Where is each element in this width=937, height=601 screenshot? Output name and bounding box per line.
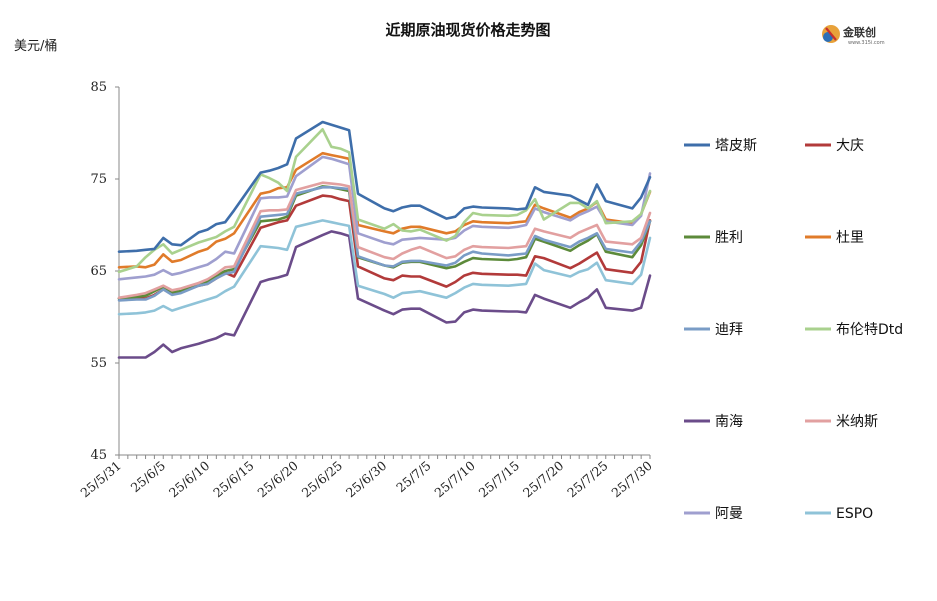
series-line-5 <box>117 186 652 302</box>
series-line-10 <box>117 219 652 316</box>
legend-item: 米纳斯 <box>805 414 878 430</box>
legend-label: 迪拜 <box>715 322 743 338</box>
legend-label: ESPO <box>836 506 873 522</box>
x-tick-label: 25/6/25 <box>299 458 346 500</box>
legend-label: 塔皮斯 <box>715 138 757 154</box>
company-logo: 金联创 www.315i.com <box>822 25 885 46</box>
legend-label: 米纳斯 <box>836 414 878 430</box>
legend-label: 阿曼 <box>715 506 743 522</box>
series-line-8 <box>117 181 652 300</box>
y-tick-label: 85 <box>90 80 107 95</box>
legend-item: 杜里 <box>805 230 864 246</box>
series-line-6 <box>117 128 652 274</box>
chart-title: 近期原油现货价格走势图 <box>385 21 550 39</box>
legend-item: 大庆 <box>805 138 864 154</box>
legend-label: 布伦特Dtd <box>836 322 903 338</box>
x-tick-label: 25/7/25 <box>564 458 611 500</box>
x-tick-label: 25/6/30 <box>343 458 390 500</box>
x-tick-label: 25/7/10 <box>431 458 478 500</box>
x-tick-label: 25/5/31 <box>77 458 124 500</box>
legend-item: ESPO <box>805 506 873 522</box>
x-tick-label: 25/7/5 <box>393 458 433 495</box>
series-line-9 <box>117 155 652 281</box>
series-line-1 <box>117 120 652 253</box>
legend-label: 胜利 <box>715 230 743 246</box>
legend-item: 胜利 <box>684 230 743 246</box>
series-layer <box>117 120 652 359</box>
x-tick-label: 25/7/20 <box>520 458 567 500</box>
logo-name: 金联创 <box>842 25 876 39</box>
series-line-7 <box>117 230 652 359</box>
legend-item: 布伦特Dtd <box>805 322 903 338</box>
x-tick-label: 25/6/10 <box>166 458 213 500</box>
legend-label: 杜里 <box>836 230 864 246</box>
logo-url: www.315i.com <box>848 40 885 46</box>
y-tick-label: 45 <box>90 448 107 463</box>
x-tick-label: 25/7/30 <box>608 458 655 500</box>
legend-label: 大庆 <box>836 138 864 154</box>
legend-item: 南海 <box>684 414 743 430</box>
x-tick-label: 25/6/5 <box>128 458 168 495</box>
x-tick-label: 25/7/15 <box>476 458 523 500</box>
legend-label: 南海 <box>715 414 743 430</box>
legend-item: 塔皮斯 <box>684 138 757 154</box>
series-line-4 <box>117 151 652 269</box>
legend-item: 阿曼 <box>684 506 743 522</box>
x-tick-label: 25/6/15 <box>210 458 257 500</box>
y-tick-label: 75 <box>90 172 107 187</box>
x-tick-label: 25/6/20 <box>254 458 301 500</box>
y-tick-label: 55 <box>90 356 107 371</box>
legend-item: 迪拜 <box>684 322 743 338</box>
y-tick-label: 65 <box>90 264 107 279</box>
y-axis-unit-label: 美元/桶 <box>14 39 57 54</box>
